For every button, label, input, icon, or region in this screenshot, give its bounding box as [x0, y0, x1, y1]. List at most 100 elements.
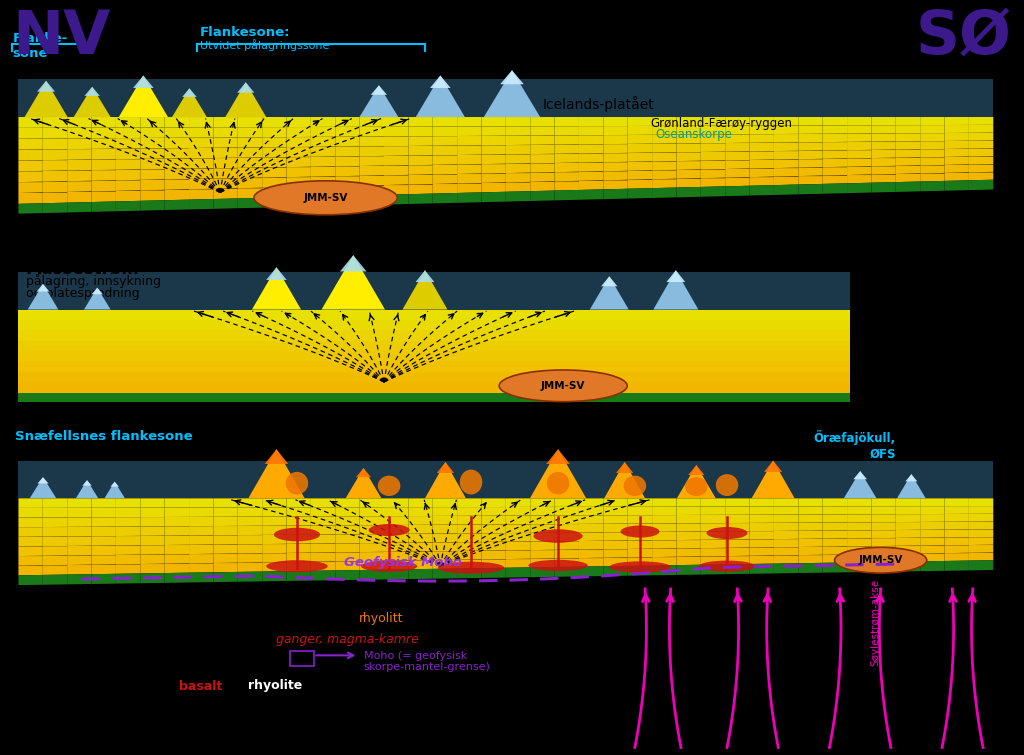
Polygon shape [774, 498, 799, 507]
Polygon shape [392, 320, 414, 331]
Polygon shape [116, 555, 140, 565]
Polygon shape [238, 553, 262, 562]
Polygon shape [559, 341, 580, 351]
Polygon shape [213, 554, 238, 563]
Polygon shape [455, 372, 476, 382]
Polygon shape [787, 320, 808, 331]
Polygon shape [213, 117, 238, 128]
Polygon shape [384, 194, 409, 205]
Polygon shape [39, 310, 60, 320]
Polygon shape [767, 382, 787, 393]
Polygon shape [226, 320, 247, 331]
Text: Icelands-platået: Icelands-platået [543, 96, 654, 112]
Polygon shape [91, 180, 116, 192]
Polygon shape [652, 117, 677, 126]
Polygon shape [330, 331, 351, 341]
Polygon shape [725, 320, 745, 331]
Polygon shape [238, 82, 254, 93]
Polygon shape [140, 564, 165, 574]
Polygon shape [43, 565, 68, 575]
Polygon shape [847, 514, 871, 522]
Polygon shape [206, 351, 226, 362]
Polygon shape [774, 134, 799, 143]
Text: SØ: SØ [915, 8, 1012, 66]
Polygon shape [165, 159, 189, 169]
Polygon shape [767, 351, 787, 362]
Polygon shape [705, 341, 725, 351]
Polygon shape [944, 538, 969, 545]
Polygon shape [530, 126, 555, 136]
Polygon shape [91, 565, 116, 574]
Polygon shape [530, 190, 555, 201]
Polygon shape [497, 351, 517, 362]
Polygon shape [847, 498, 871, 507]
Polygon shape [101, 320, 123, 331]
Polygon shape [481, 516, 506, 525]
Polygon shape [921, 157, 944, 165]
Polygon shape [944, 141, 969, 149]
Polygon shape [745, 351, 767, 362]
Text: Utvidet pålagringssone: Utvidet pålagringssone [200, 39, 329, 51]
Polygon shape [579, 117, 603, 126]
Polygon shape [249, 449, 305, 498]
Polygon shape [750, 134, 774, 143]
Polygon shape [409, 534, 433, 543]
Polygon shape [603, 524, 628, 532]
Polygon shape [506, 498, 530, 507]
Polygon shape [847, 562, 871, 572]
Polygon shape [767, 393, 787, 402]
Polygon shape [799, 531, 822, 539]
Polygon shape [921, 553, 944, 562]
Polygon shape [628, 153, 652, 162]
Polygon shape [238, 498, 262, 507]
Polygon shape [555, 524, 579, 533]
Polygon shape [123, 341, 143, 351]
Polygon shape [969, 149, 993, 156]
Polygon shape [101, 341, 123, 351]
Polygon shape [497, 382, 517, 393]
Polygon shape [481, 117, 506, 126]
Polygon shape [143, 393, 164, 402]
Polygon shape [165, 517, 189, 526]
Text: JMM-SV: JMM-SV [858, 555, 903, 565]
Polygon shape [700, 532, 725, 540]
Polygon shape [268, 351, 289, 362]
Polygon shape [309, 310, 330, 320]
Polygon shape [18, 393, 39, 402]
Polygon shape [104, 482, 125, 498]
Polygon shape [628, 188, 652, 199]
Polygon shape [91, 574, 116, 584]
Text: Søylestrøm-akse: Søylestrøm-akse [870, 579, 881, 667]
Polygon shape [351, 372, 372, 382]
Polygon shape [91, 117, 116, 128]
Polygon shape [335, 544, 359, 553]
Text: ganger, magma-kamre: ganger, magma-kamre [276, 633, 419, 646]
Ellipse shape [369, 524, 410, 536]
Polygon shape [767, 341, 787, 351]
Polygon shape [530, 567, 555, 577]
Polygon shape [774, 522, 799, 531]
Polygon shape [774, 556, 799, 563]
Polygon shape [330, 393, 351, 402]
Polygon shape [409, 165, 433, 175]
Polygon shape [309, 393, 330, 402]
Polygon shape [896, 522, 921, 530]
Polygon shape [311, 571, 335, 581]
Polygon shape [165, 128, 189, 138]
Polygon shape [539, 372, 559, 382]
Polygon shape [896, 174, 921, 182]
Polygon shape [725, 498, 750, 507]
Polygon shape [944, 117, 969, 125]
Polygon shape [287, 196, 311, 207]
Text: Öræfajökull,
ØFS: Öræfajökull, ØFS [814, 430, 896, 461]
Polygon shape [799, 547, 822, 555]
Polygon shape [822, 514, 847, 522]
Polygon shape [18, 461, 993, 498]
Polygon shape [384, 146, 409, 156]
Polygon shape [725, 169, 750, 177]
Polygon shape [359, 85, 398, 117]
Polygon shape [700, 117, 725, 126]
Polygon shape [745, 362, 767, 372]
Polygon shape [247, 320, 268, 331]
Polygon shape [555, 126, 579, 135]
